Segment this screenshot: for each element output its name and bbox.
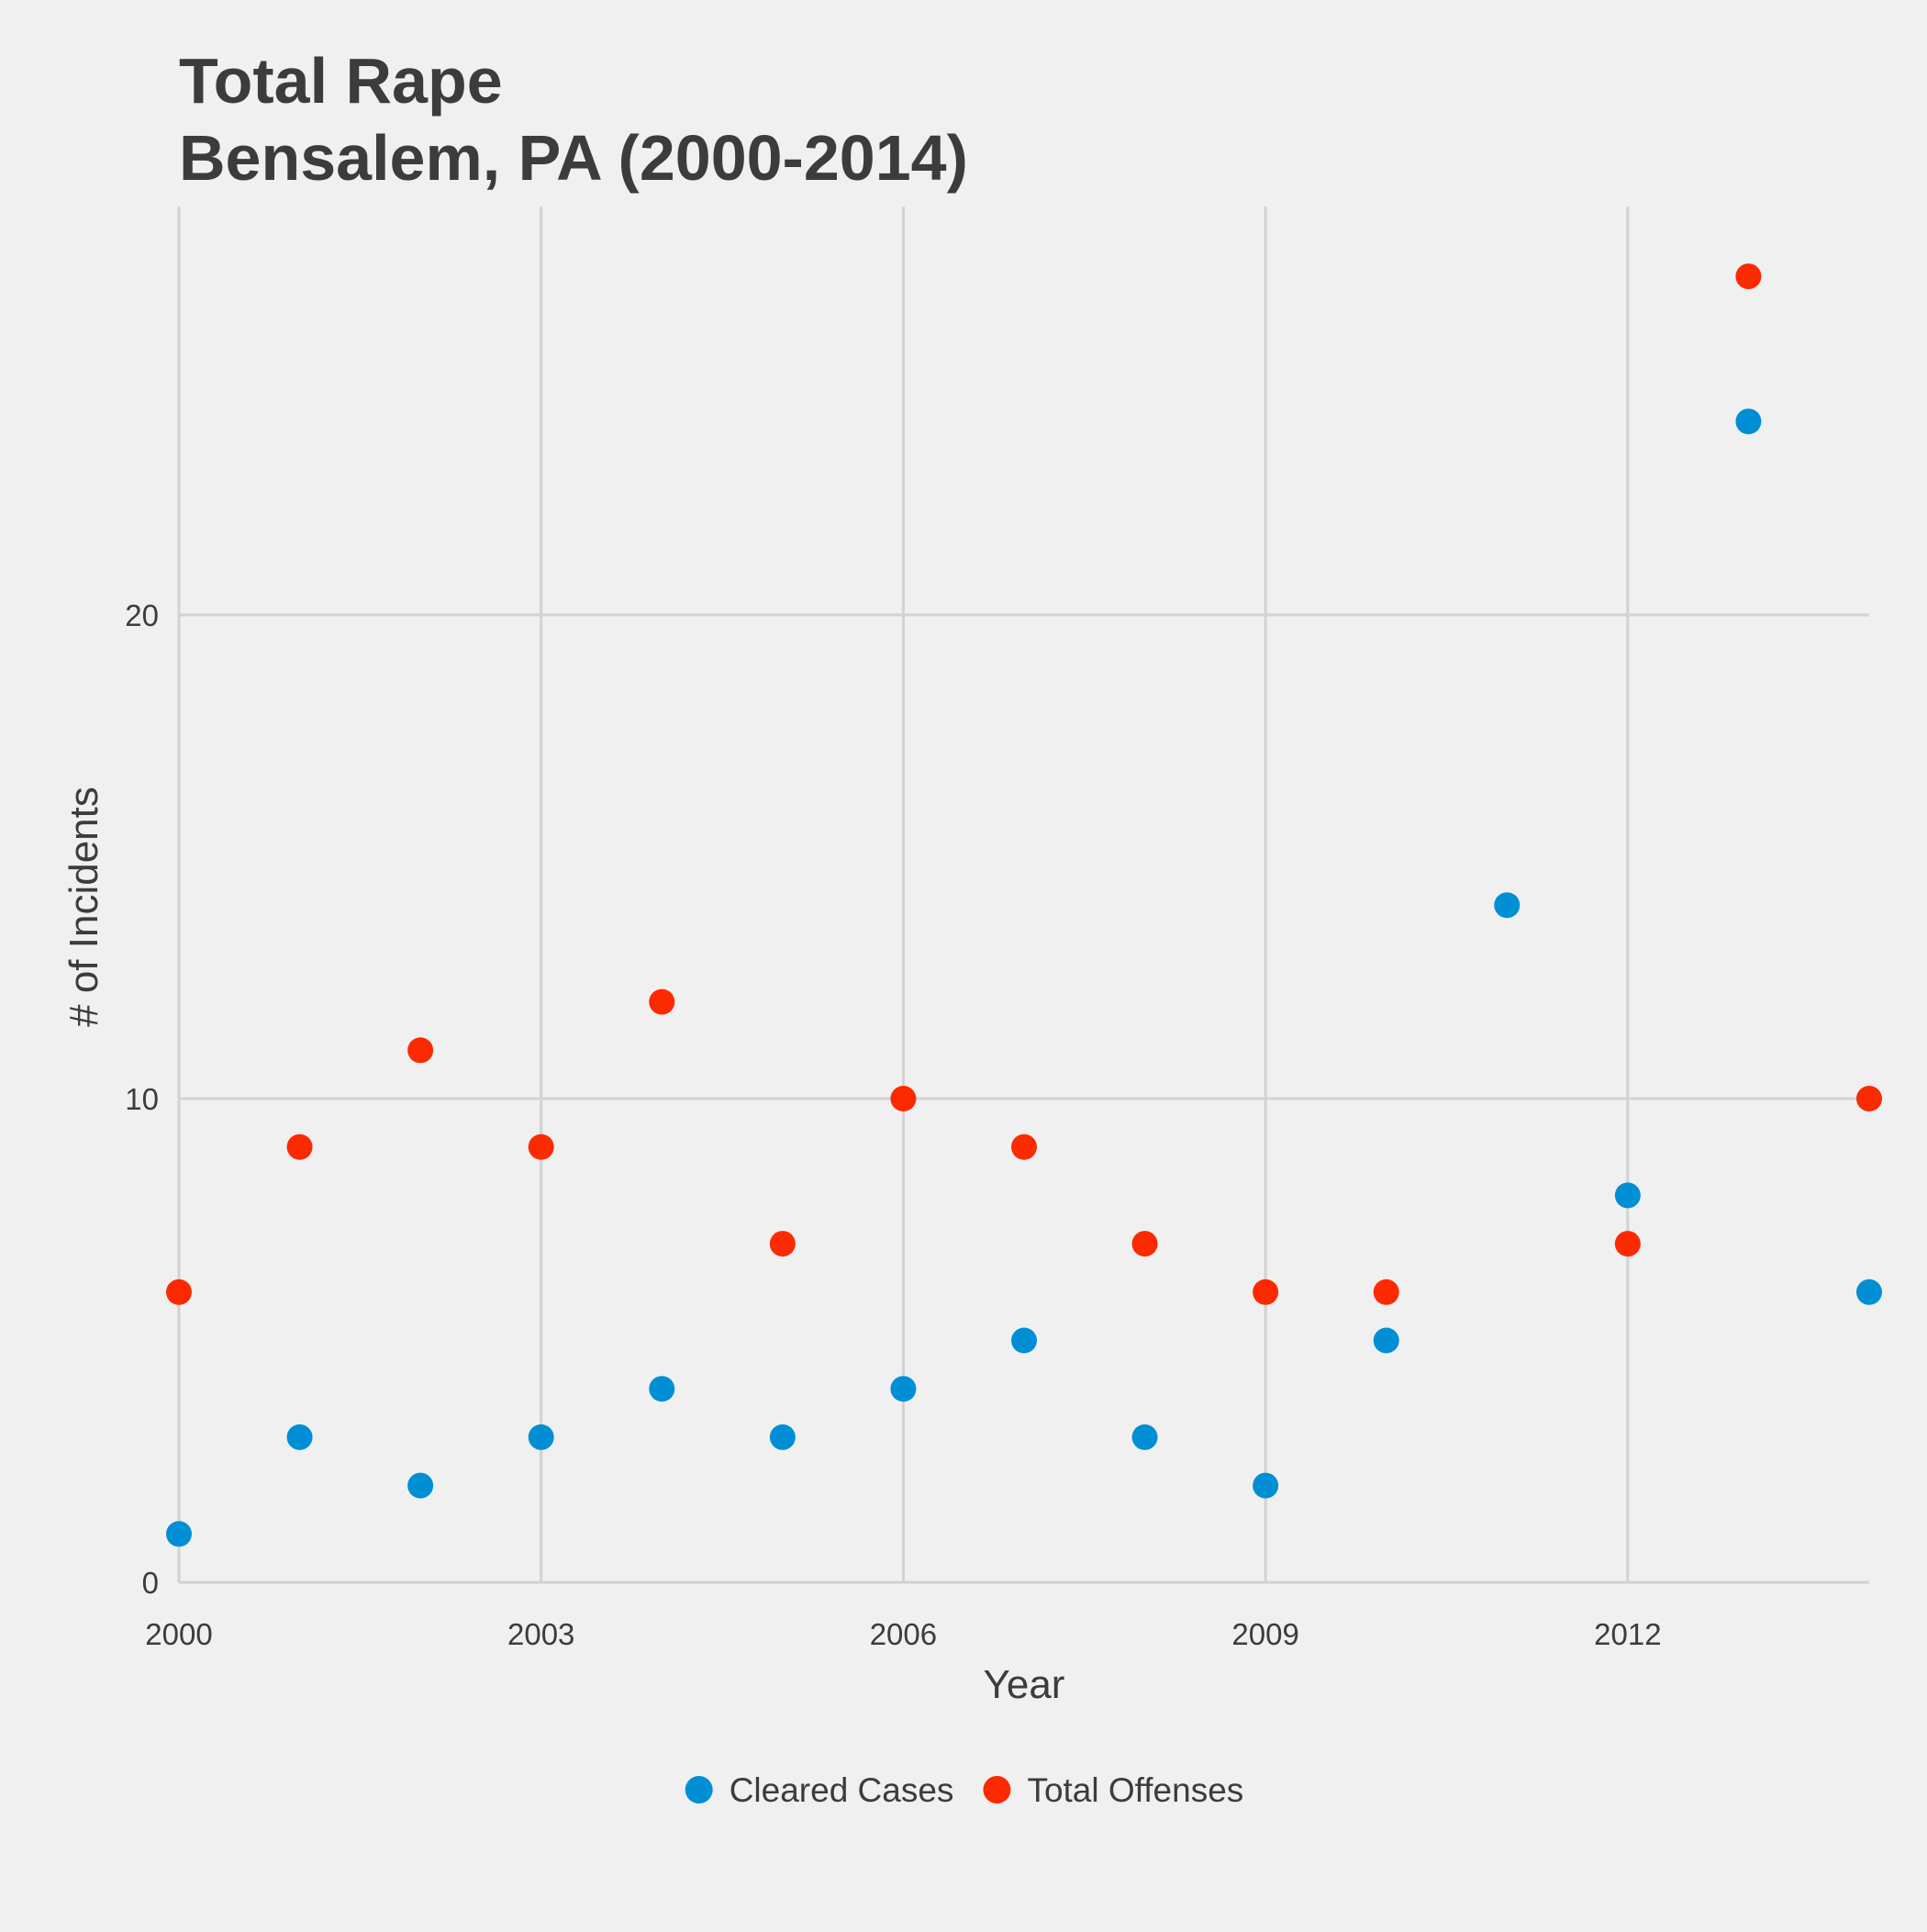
total-offenses-point <box>1614 1231 1641 1257</box>
total-offenses-point <box>1253 1279 1279 1305</box>
chart-title-line-1: Total Rape <box>179 45 503 117</box>
total-offenses-point <box>528 1134 554 1160</box>
x-tick-label: 2012 <box>1594 1617 1661 1651</box>
cleared-cases-point <box>1011 1327 1037 1354</box>
y-tick-label: 10 <box>125 1082 159 1116</box>
legend: Cleared Cases Total Offenses <box>685 1771 1243 1809</box>
cleared-cases-point <box>407 1472 434 1499</box>
cleared-cases-point <box>1131 1424 1158 1450</box>
data-points <box>166 263 1882 1547</box>
chart-title-line-2: Bensalem, PA (2000-2014) <box>179 122 968 194</box>
total-offenses-point <box>890 1086 917 1111</box>
cleared-cases-point <box>166 1521 192 1547</box>
grid <box>177 207 1869 1584</box>
y-tick-label: 20 <box>125 598 159 632</box>
x-tick-label: 2003 <box>507 1617 574 1651</box>
cleared-cases-point <box>769 1424 796 1450</box>
x-tick-label: 2009 <box>1231 1617 1298 1651</box>
total-offenses-point <box>407 1037 434 1064</box>
legend-item-total-offenses: Total Offenses <box>983 1771 1243 1809</box>
total-offenses-point <box>286 1134 313 1160</box>
y-tick-label: 0 <box>142 1566 159 1600</box>
x-tick-label: 2006 <box>870 1617 937 1651</box>
total-offenses-point <box>166 1279 192 1305</box>
y-axis-title: # of Incidents <box>61 787 106 1027</box>
total-offenses-point <box>649 988 675 1015</box>
cleared-cases-point <box>1614 1182 1641 1209</box>
total-offenses-point <box>1373 1279 1399 1305</box>
cleared-cases-point <box>649 1376 675 1402</box>
cleared-cases-point <box>1494 892 1520 919</box>
cleared-cases-point <box>528 1424 554 1450</box>
cleared-cases-point <box>1253 1472 1279 1499</box>
total-offenses-point <box>1011 1134 1037 1160</box>
cleared-cases-point <box>1373 1327 1399 1354</box>
total-offenses-point <box>769 1231 796 1257</box>
cleared-cases-point <box>1735 408 1762 435</box>
tick-labels: 0 10 20 2000 2003 2006 2009 2012 <box>125 598 1661 1651</box>
total-offenses-point <box>1131 1231 1158 1257</box>
total-offenses-point <box>1856 1086 1882 1111</box>
chart-title: Total Rape Bensalem, PA (2000-2014) <box>179 45 968 194</box>
legend-item-cleared-cases: Cleared Cases <box>685 1771 954 1809</box>
cleared-cases-point <box>890 1376 917 1402</box>
cleared-cases-point <box>1856 1279 1882 1305</box>
legend-label-cleared-cases: Cleared Cases <box>730 1771 954 1809</box>
x-tick-label: 2000 <box>145 1617 212 1651</box>
x-axis-title: Year <box>984 1662 1065 1707</box>
total-offenses-point <box>1735 263 1762 290</box>
cleared-cases-point <box>286 1424 313 1450</box>
legend-swatch-total-offenses <box>983 1776 1011 1804</box>
legend-label-total-offenses: Total Offenses <box>1027 1771 1243 1809</box>
legend-swatch-cleared-cases <box>685 1776 713 1804</box>
